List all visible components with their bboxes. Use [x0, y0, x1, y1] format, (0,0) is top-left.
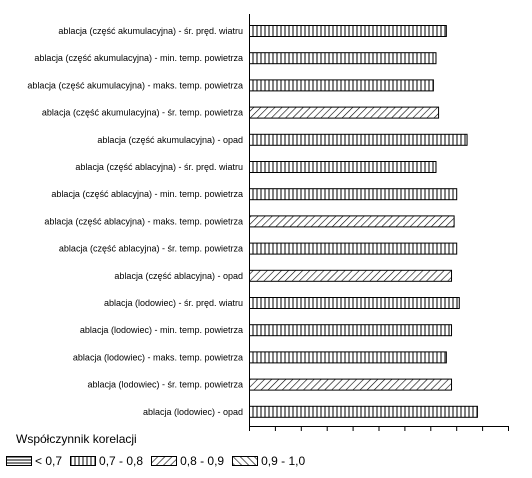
legend-item-0-7-0-8: 0,7 - 0,8	[70, 454, 143, 468]
bar	[249, 188, 458, 201]
category-label: ablacja (część akumulacyjna) - śr. temp.…	[42, 108, 243, 118]
category-label: ablacja (część ablacyjna) - opad	[114, 271, 243, 281]
legend-title: Współczynnik korelacji	[16, 432, 137, 446]
bar	[249, 25, 447, 37]
legend-label: 0,7 - 0,8	[99, 454, 144, 468]
bar	[249, 106, 440, 119]
x-axis: 00,10,20,30,40,50,60,70,80,91	[249, 14, 509, 431]
category-label: ablacja (lodowiec) - opad	[143, 407, 243, 417]
legend-item-0-9-1-0: 0,9 - 1,0	[232, 454, 305, 468]
legend-label: 0,9 - 1,0	[261, 454, 306, 468]
category-label: ablacja (część ablacyjna) - śr. temp. po…	[59, 244, 243, 254]
category-label: ablacja (część akumulacyjna) - maks. tem…	[27, 80, 243, 90]
category-label: ablacja (część ablacyjna) - śr. pręd. wi…	[75, 162, 243, 172]
bar	[249, 378, 453, 391]
bar	[249, 52, 437, 65]
category-label: ablacja (lodowiec) - min. temp. powietrz…	[80, 325, 243, 335]
category-label: ablacja (część akumulacyjna) - min. temp…	[34, 53, 243, 63]
legend-item-lt-0-7: < 0,7	[6, 454, 62, 468]
bar	[249, 79, 434, 92]
legend-label: 0,8 - 0,9	[180, 454, 225, 468]
legend: Współczynnik korelacji < 0,7 0,7 - 0,8 0…	[6, 432, 526, 476]
category-label: ablacja (lodowiec) - maks. temp. powietr…	[73, 352, 243, 362]
legend-swatch-diagonal-up-hatch	[232, 456, 259, 466]
chart-canvas: ablacja (część akumulacyjna) - śr. pręd.…	[27, 14, 509, 431]
bar	[249, 405, 478, 418]
category-label: ablacja (część akumulacyjna) - opad	[97, 135, 243, 145]
category-label: ablacja (część ablacyjna) - maks. temp. …	[44, 216, 243, 226]
category-labels: ablacja (część akumulacyjna) - śr. pręd.…	[27, 26, 243, 417]
bar	[249, 133, 468, 146]
bar	[249, 324, 453, 337]
legend-swatch-horizontal-hatch	[6, 456, 32, 466]
legend-swatch-vertical-hatch	[70, 456, 97, 466]
bars-layer	[249, 25, 478, 418]
category-label: ablacja (lodowiec) - śr. pręd. wiatru	[104, 298, 243, 308]
legend-swatch-diagonal-down-hatch	[151, 456, 178, 466]
bar	[249, 297, 460, 309]
legend-label: < 0,7	[35, 454, 63, 468]
bar	[249, 161, 437, 173]
bar	[249, 351, 447, 364]
bar	[249, 269, 453, 282]
category-label: ablacja (część akumulacyjna) - śr. pręd.…	[58, 26, 243, 36]
legend-item-0-8-0-9: 0,8 - 0,9	[151, 454, 224, 468]
category-label: ablacja (część ablacyjna) - min. temp. p…	[51, 189, 243, 199]
category-label: ablacja (lodowiec) - śr. temp. powietrza	[87, 380, 243, 390]
bar	[249, 242, 458, 255]
legend-items: < 0,7 0,7 - 0,8 0,8 - 0,9 0,9 - 1,0	[6, 454, 313, 468]
bar	[249, 215, 455, 228]
